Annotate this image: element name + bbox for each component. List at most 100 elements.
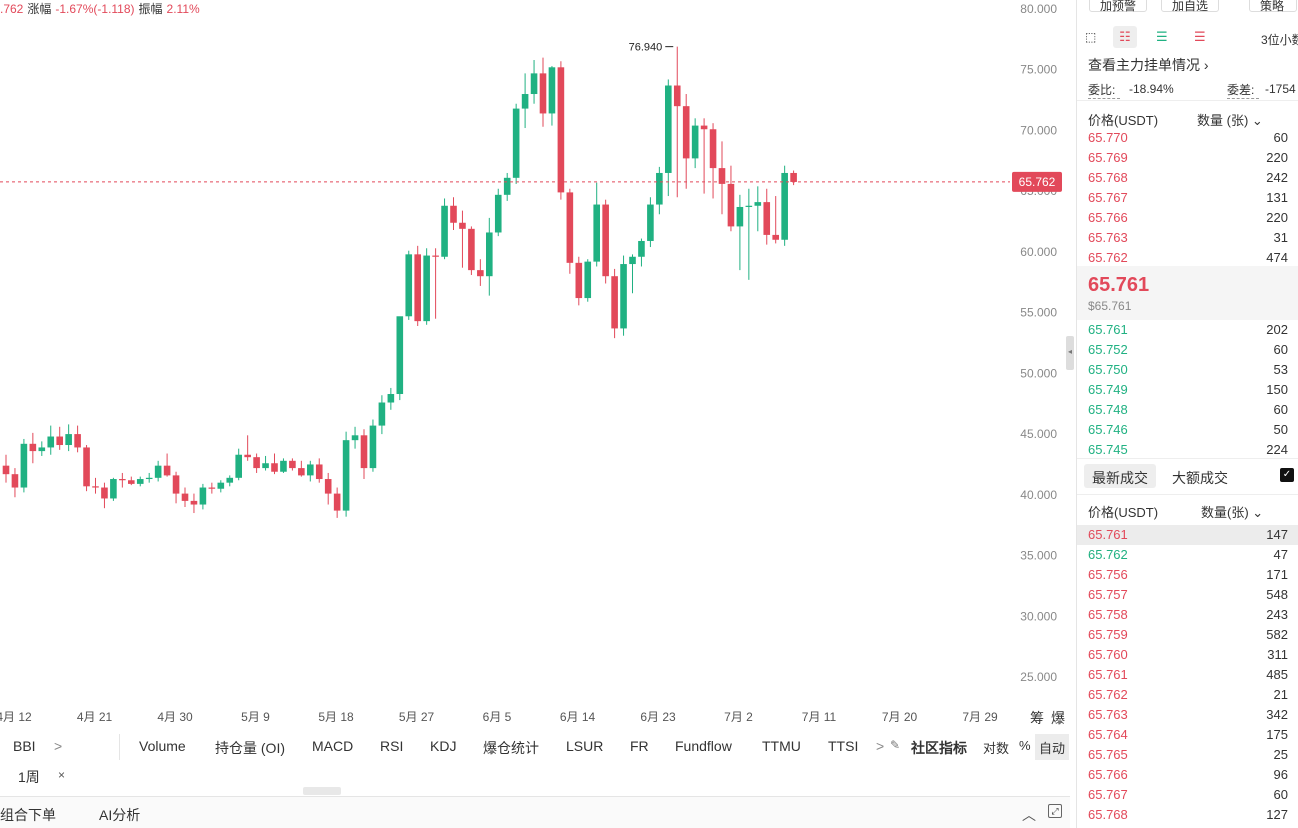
chevron-right-icon: › <box>1203 57 1209 73</box>
trade-qty: 311 <box>1267 647 1288 662</box>
candle-body <box>29 443 37 452</box>
book-qty-header[interactable]: 数量 (张) ⌄ <box>1197 110 1277 129</box>
indicator-liquidation[interactable]: 爆仓统计 <box>483 740 539 756</box>
kline-chart[interactable]: 80.00075.00070.00065.00060.00055.00050.0… <box>0 0 1068 730</box>
panel-resize-handle[interactable] <box>303 787 341 795</box>
indicator-rsi[interactable]: RSI <box>380 738 404 754</box>
bid-row[interactable]: 65.746 50 <box>1088 420 1288 440</box>
chevron-up-icon[interactable]: ︿ <box>1022 807 1036 823</box>
indicator-macd[interactable]: MACD <box>312 738 354 754</box>
trade-row[interactable]: 65.761 485 <box>1088 665 1288 685</box>
indicator-lsur[interactable]: LSUR <box>566 738 604 754</box>
add-favorite-button[interactable]: 加自选 <box>1161 0 1220 13</box>
bid-row[interactable]: 65.752 60 <box>1088 340 1288 360</box>
add-alert-button[interactable]: 加预警 <box>1089 0 1148 13</box>
trade-price: 65.762 <box>1088 687 1128 702</box>
candle-body <box>280 460 287 472</box>
edit-icon[interactable]: ✎ <box>890 738 901 752</box>
candle-body <box>468 228 475 271</box>
indicator-volume[interactable]: Volume <box>139 738 186 754</box>
trade-row[interactable]: 65.765 25 <box>1088 745 1288 765</box>
indicator-kdj[interactable]: KDJ <box>430 738 457 754</box>
candle-body <box>244 454 251 458</box>
trade-row[interactable]: 65.761 147 <box>1077 525 1298 545</box>
amplitude-value: 2.11% <box>166 2 200 16</box>
tab-large-trades[interactable]: 大额成交 <box>1172 470 1228 486</box>
trade-qty: 171 <box>1266 567 1288 582</box>
trade-qty-header[interactable]: 数量(张) ⌄ <box>1201 502 1281 521</box>
trade-row[interactable]: 65.758 243 <box>1088 605 1288 625</box>
indicator-ttsi[interactable]: TTSI <box>828 738 859 754</box>
bid-row[interactable]: 65.749 150 <box>1088 380 1288 400</box>
candle-body <box>682 106 690 159</box>
trade-row[interactable]: 65.767 60 <box>1088 785 1288 805</box>
auto-scale-toggle[interactable]: 自动 <box>1035 734 1070 760</box>
percent-scale-toggle[interactable]: % <box>1019 738 1031 753</box>
chevron-right-icon[interactable]: > <box>54 738 63 754</box>
candle-body <box>217 482 225 489</box>
x-axis-tick-label: 4月 30 <box>157 710 193 724</box>
trade-row[interactable]: 65.759 582 <box>1088 625 1288 645</box>
view-main-orders-link[interactable]: 查看主力挂单情况 › <box>1088 55 1278 75</box>
ask-price: 65.769 <box>1088 150 1128 165</box>
candle-body <box>727 183 735 227</box>
trade-row[interactable]: 65.757 548 <box>1088 585 1288 605</box>
ask-row[interactable]: 65.770 60 <box>1088 128 1288 148</box>
bid-qty: 60 <box>1273 342 1288 357</box>
ask-row[interactable]: 65.766 220 <box>1088 208 1288 228</box>
expand-icon[interactable]: ⤢ <box>1048 804 1062 818</box>
bid-row[interactable]: 65.750 53 <box>1088 360 1288 380</box>
trade-row[interactable]: 65.762 47 <box>1088 545 1288 565</box>
indicator-bbi[interactable]: BBI <box>13 738 36 754</box>
candle-body <box>387 394 395 403</box>
precision-select[interactable]: 3位小数 <box>1261 33 1298 47</box>
close-icon[interactable]: × <box>58 768 66 782</box>
chart-canvas[interactable]: 80.00075.00070.00065.00060.00055.00050.0… <box>0 0 1068 730</box>
chevron-down-icon: ⌄ <box>1251 113 1263 128</box>
candle-body <box>450 205 457 223</box>
ask-row[interactable]: 65.768 242 <box>1088 168 1288 188</box>
ask-row[interactable]: 65.767 131 <box>1088 188 1288 208</box>
bid-row[interactable]: 65.748 60 <box>1088 400 1288 420</box>
indicator-oi[interactable]: 持仓量 (OI) <box>215 740 285 756</box>
candle-body <box>656 172 663 205</box>
bid-row[interactable]: 65.745 224 <box>1088 440 1288 460</box>
candle-body <box>405 254 413 317</box>
trade-row[interactable]: 65.756 171 <box>1088 565 1288 585</box>
indicator-fundflow[interactable]: Fundflow <box>675 738 732 754</box>
candle-body <box>593 204 600 262</box>
x-axis-tick-label: 7月 11 <box>802 710 837 724</box>
ask-row[interactable]: 65.769 220 <box>1088 148 1288 168</box>
community-indicators[interactable]: 社区指标 <box>911 740 967 756</box>
trade-qty-header-label: 数量(张) <box>1201 505 1249 520</box>
trade-price: 65.765 <box>1088 747 1128 762</box>
candle-body <box>521 94 529 109</box>
log-scale-toggle[interactable]: 对数 <box>983 741 1010 756</box>
book-both-icon[interactable]: ☷ <box>1113 26 1137 48</box>
candle-body <box>65 434 72 446</box>
book-bids-icon[interactable]: ☰ <box>1156 29 1168 44</box>
trade-row[interactable]: 65.768 127 <box>1088 805 1288 825</box>
trade-row[interactable]: 65.762 21 <box>1088 685 1288 705</box>
book-expand-icon[interactable]: ⬚ <box>1085 30 1097 44</box>
tab-ai-analysis[interactable]: AI分析 <box>99 807 141 823</box>
candle-body <box>745 205 753 207</box>
bid-row[interactable]: 65.761 202 <box>1088 320 1288 340</box>
trade-row[interactable]: 65.760 311 <box>1088 645 1288 665</box>
trade-row[interactable]: 65.764 175 <box>1088 725 1288 745</box>
tab-combo-order[interactable]: 组合下单 <box>0 807 56 823</box>
trade-row[interactable]: 65.766 96 <box>1088 765 1288 785</box>
more-indicators-icon[interactable]: > <box>876 738 885 754</box>
indicator-ttmu[interactable]: TTMU <box>762 738 801 754</box>
ask-row[interactable]: 65.763 31 <box>1088 228 1288 248</box>
checkbox-icon[interactable]: ✓ <box>1280 468 1294 482</box>
ask-row[interactable]: 65.762 474 <box>1088 248 1288 268</box>
trade-row[interactable]: 65.763 342 <box>1088 705 1288 725</box>
strategy-button[interactable]: 策略 <box>1249 0 1297 13</box>
tab-latest-trades[interactable]: 最新成交 <box>1084 464 1156 488</box>
book-asks-icon[interactable]: ☰ <box>1194 29 1206 44</box>
period-chip[interactable]: 1周 <box>18 769 40 785</box>
panel-collapse-handle[interactable]: ◂ <box>1066 336 1074 370</box>
order-book-panel: 加预警 加自选 策略 ⬚ ☷ ☰ ☰ 3位小数 查看主力挂单情况 › 委比: -… <box>1076 0 1298 828</box>
indicator-fr[interactable]: FR <box>630 738 649 754</box>
